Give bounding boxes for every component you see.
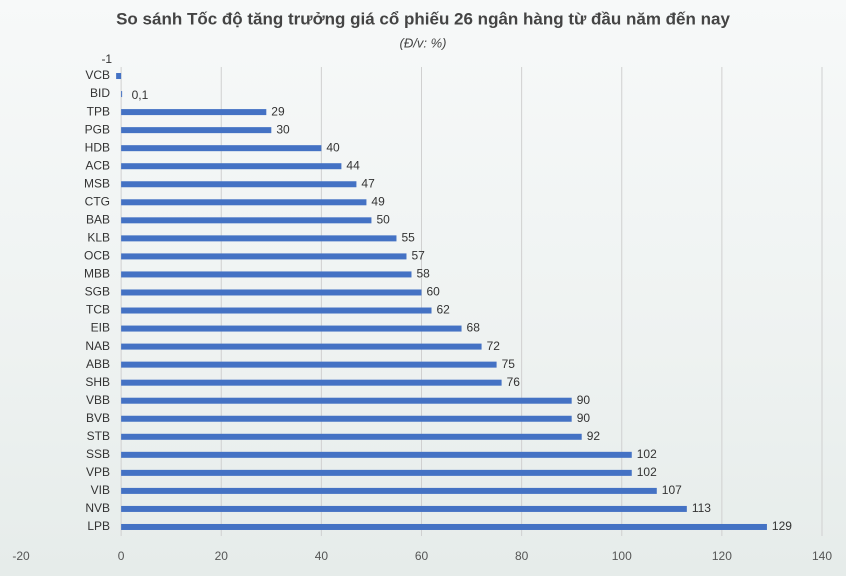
value-label: 29	[271, 104, 285, 118]
bar	[121, 397, 572, 404]
bar	[121, 343, 482, 350]
bar	[121, 217, 372, 224]
value-label: 102	[637, 465, 657, 479]
x-tick-label: -20	[12, 549, 30, 563]
y-tick-label: VBB	[86, 393, 110, 407]
value-label: 72	[487, 339, 501, 353]
x-tick-label: 60	[415, 549, 429, 563]
bar	[121, 235, 397, 242]
chart-title: So sánh Tốc độ tăng trưởng giá cổ phiếu …	[116, 9, 730, 28]
bar	[116, 73, 122, 80]
y-tick-label: VPB	[86, 465, 110, 479]
y-tick-label: BID	[90, 86, 110, 100]
y-tick-label: HDB	[85, 140, 110, 154]
bar	[121, 361, 497, 368]
y-tick-label: ACB	[85, 158, 110, 172]
x-tick-label: 140	[812, 549, 832, 563]
y-tick-label: TCB	[86, 303, 110, 317]
bar	[121, 307, 432, 314]
value-label: 47	[361, 176, 375, 190]
bar	[121, 433, 582, 440]
bar	[121, 91, 123, 98]
y-tick-label: MBB	[84, 267, 110, 281]
value-label: 129	[772, 519, 792, 533]
value-label: 57	[411, 249, 425, 263]
x-tick-label: 100	[612, 549, 632, 563]
bar	[121, 199, 367, 206]
chart-subtitle: (Đ/v: %)	[400, 35, 447, 50]
value-label: 107	[662, 483, 682, 497]
value-label: 113	[692, 501, 711, 515]
y-tick-label: CTG	[85, 194, 110, 208]
bar	[121, 325, 462, 332]
bar	[121, 181, 357, 188]
y-tick-label: NVB	[85, 501, 110, 515]
y-tick-label: LPB	[87, 519, 110, 533]
bar	[121, 289, 422, 296]
value-label: 62	[437, 303, 451, 317]
y-tick-label: STB	[87, 429, 110, 443]
value-label: 90	[577, 411, 591, 425]
value-label: 92	[587, 429, 601, 443]
value-label: 76	[507, 375, 521, 389]
value-label: 44	[346, 158, 360, 172]
bar	[121, 163, 342, 170]
value-label: 40	[326, 140, 340, 154]
bar	[121, 451, 632, 458]
value-label: 102	[637, 447, 657, 461]
bar	[121, 127, 272, 134]
value-label: 49	[371, 194, 385, 208]
bar	[121, 271, 412, 278]
bar	[121, 487, 657, 494]
y-tick-label: OCB	[84, 249, 110, 263]
value-label: 60	[427, 285, 441, 299]
x-tick-label: 40	[315, 549, 329, 563]
value-label: 30	[276, 122, 290, 136]
value-label: 90	[577, 393, 591, 407]
y-tick-label: PGB	[85, 122, 110, 136]
value-label: 75	[502, 357, 516, 371]
y-tick-label: VCB	[85, 68, 110, 82]
y-tick-label: BAB	[86, 212, 110, 226]
y-tick-label: KLB	[87, 231, 110, 245]
y-tick-label: TPB	[87, 104, 110, 118]
bar	[121, 415, 572, 422]
value-label: -1	[101, 52, 112, 66]
y-tick-label: ABB	[86, 357, 110, 371]
bar	[121, 109, 267, 116]
bar	[121, 145, 322, 152]
value-label: 55	[401, 231, 415, 245]
y-tick-label: SHB	[85, 375, 110, 389]
y-tick-label: NAB	[85, 339, 110, 353]
bar	[121, 469, 632, 476]
bar	[121, 253, 407, 260]
bar	[121, 523, 767, 530]
value-label: 68	[467, 321, 481, 335]
x-tick-label: 20	[215, 549, 229, 563]
y-tick-label: MSB	[84, 176, 110, 190]
y-tick-label: SGB	[85, 285, 110, 299]
y-tick-label: BVB	[86, 411, 110, 425]
y-tick-label: VIB	[91, 483, 110, 497]
value-label: 0,1	[132, 88, 149, 102]
value-label: 50	[376, 212, 390, 226]
x-tick-label: 0	[118, 549, 125, 563]
x-tick-label: 120	[712, 549, 732, 563]
x-tick-label: 80	[515, 549, 529, 563]
bar	[121, 505, 687, 512]
y-tick-label: SSB	[86, 447, 110, 461]
value-label: 58	[416, 267, 430, 281]
bar	[121, 379, 502, 386]
y-tick-label: EIB	[91, 321, 110, 335]
